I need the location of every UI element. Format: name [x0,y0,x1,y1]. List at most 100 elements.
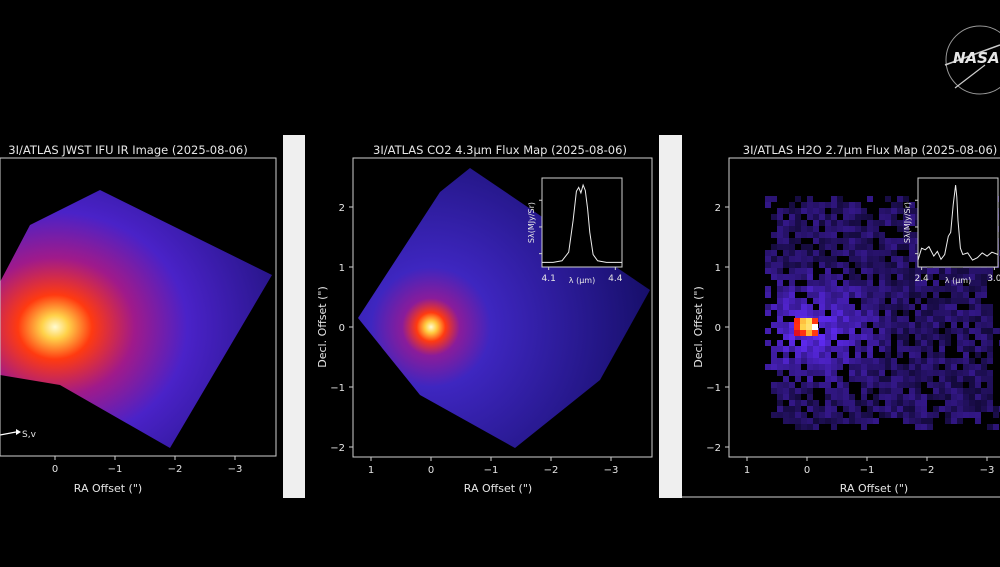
h2o-pixel [885,250,891,256]
h2o-pixel [975,370,981,376]
h2o-pixel [771,382,777,388]
h2o-pixel [831,388,837,394]
inset-x-tick-label: 2.4 [914,274,929,284]
h2o-pixel [915,322,921,328]
h2o-pixel [795,304,801,310]
h2o-pixel [777,274,783,280]
h2o-pixel [963,286,969,292]
h2o-pixel [813,250,819,256]
h2o-pixel [951,382,957,388]
h2o-pixel [951,376,957,382]
h2o-pixel [855,238,861,244]
h2o-pixel [849,226,855,232]
h2o-pixel [801,232,807,238]
h2o-pixel [927,304,933,310]
h2o-pixel [807,364,813,370]
h2o-pixel [903,394,909,400]
h2o-pixel [969,400,975,406]
h2o-pixel [837,340,843,346]
h2o-pixel [897,376,903,382]
h2o-pixel [855,316,861,322]
h2o-pixel [807,274,813,280]
h2o-pixel [819,262,825,268]
h2o-pixel [867,346,873,352]
h2o-pixel [939,370,945,376]
h2o-pixel [789,310,795,316]
h2o-pixel [885,376,891,382]
h2o-pixel [933,394,939,400]
h2o-pixel [891,316,897,322]
h2o-pixel [813,202,819,208]
h2o-pixel [993,406,999,412]
h2o-pixel [927,364,933,370]
h2o-pixel [855,418,861,424]
h2o-pixel [867,310,873,316]
h2o-pixel [945,406,951,412]
h2o-pixel [837,382,843,388]
h2o-pixel [789,262,795,268]
h2o-pixel [819,292,825,298]
h2o-pixel [975,298,981,304]
h2o-pixel [861,424,867,430]
h2o-pixel [897,364,903,370]
h2o-pixel [825,334,831,340]
h2o-pixel [975,388,981,394]
h2o-pixel [921,328,927,334]
h2o-pixel [945,418,951,424]
h2o-pixel [843,346,849,352]
h2o-pixel [969,298,975,304]
h2o-pixel [897,328,903,334]
h2o-pixel [915,394,921,400]
inset-spectrum: 2.4 3.0 λ (µm) Sλ(MJy/Sr) [903,177,1000,285]
h2o-pixel [771,346,777,352]
h2o-pixel [771,322,777,328]
h2o-pixel [795,364,801,370]
h2o-pixel [849,268,855,274]
h2o-pixel [849,370,855,376]
h2o-pixel [801,208,807,214]
h2o-pixel [837,298,843,304]
h2o-pixel [873,316,879,322]
h2o-pixel [825,400,831,406]
h2o-pixel [849,406,855,412]
h2o-pixel [981,310,987,316]
h2o-pixel [963,352,969,358]
h2o-pixel [879,298,885,304]
h2o-pixel [813,352,819,358]
h2o-pixel [969,346,975,352]
h2o-pixel [825,418,831,424]
inset-y-label: Sλ(MJy/Sr) [527,202,536,243]
h2o-pixel [861,280,867,286]
h2o-pixel [951,388,957,394]
h2o-pixel [777,364,783,370]
h2o-pixel [861,358,867,364]
h2o-pixel [873,376,879,382]
h2o-pixel [819,238,825,244]
h2o-pixel [777,388,783,394]
h2o-pixel [861,226,867,232]
h2o-pixel [831,424,837,430]
h2o-pixel [879,268,885,274]
h2o-pixel [789,208,795,214]
h2o-pixel [981,358,987,364]
h2o-pixel [903,292,909,298]
h2o-pixel [855,346,861,352]
h2o-pixel [957,382,963,388]
h2o-pixel [855,244,861,250]
h2o-pixel [891,286,897,292]
h2o-peak-pixel [812,330,818,336]
h2o-pixel [987,268,993,274]
h2o-pixel [837,376,843,382]
h2o-pixel [897,406,903,412]
h2o-pixel [807,376,813,382]
h2o-pixel [843,244,849,250]
h2o-pixel [897,352,903,358]
h2o-pixel [879,346,885,352]
h2o-pixel [795,394,801,400]
h2o-pixel [891,244,897,250]
h2o-pixel [915,310,921,316]
h2o-pixel [867,214,873,220]
h2o-pixel [795,220,801,226]
h2o-pixel [939,268,945,274]
h2o-pixel [873,232,879,238]
